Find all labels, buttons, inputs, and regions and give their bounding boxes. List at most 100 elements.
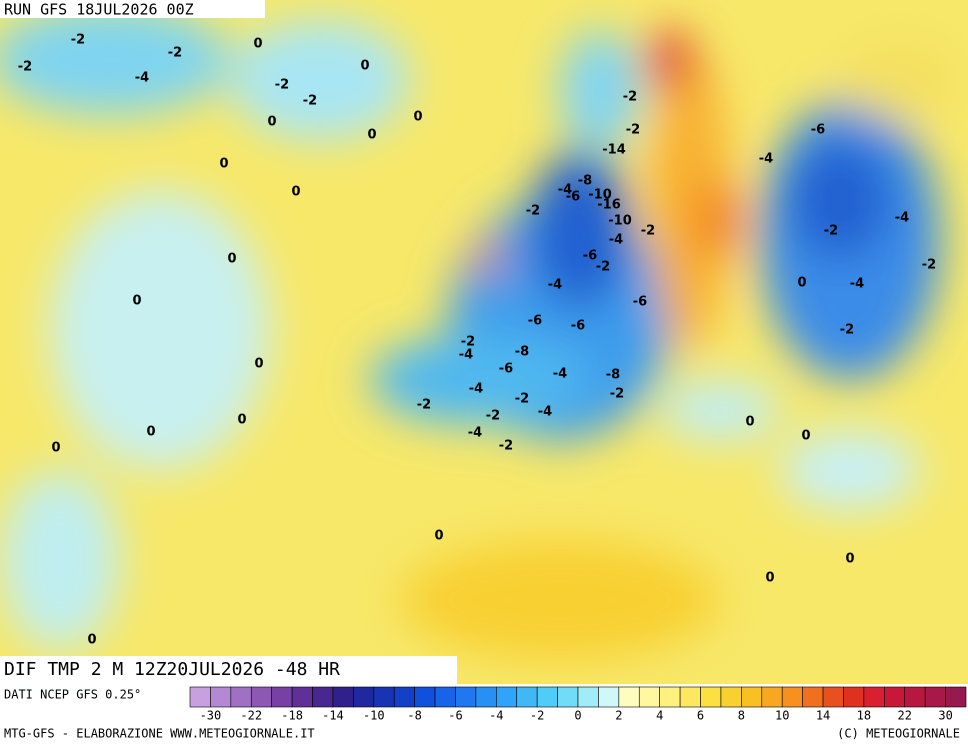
source: DATI NCEP GFS 0.25° — [4, 688, 141, 702]
contour-label: -4 — [548, 278, 562, 293]
legend-tick-label: -18 — [281, 709, 303, 723]
legend-tick-label: 2 — [615, 709, 622, 723]
contour-label: -2 — [840, 323, 854, 338]
legend-swatch — [720, 686, 742, 708]
legend-swatch — [516, 686, 538, 708]
legend-swatch — [618, 686, 640, 708]
contour-label: 0 — [291, 185, 300, 200]
legend-tick-label: -2 — [530, 709, 544, 723]
legend-swatch — [210, 686, 232, 708]
legend-tick-label: -10 — [363, 709, 385, 723]
credit-left: MTG-GFS - ELABORAZIONE WWW.METEOGIORNALE… — [4, 727, 315, 741]
contour-label: -2 — [626, 123, 640, 138]
contour-label: 0 — [146, 425, 155, 440]
legend-swatch — [475, 686, 497, 708]
map-title: DIF TMP 2 M 12Z20JUL2026 -48 HR — [4, 659, 340, 680]
contour-label: 0 — [765, 571, 774, 586]
contour-label: -10 — [588, 188, 612, 203]
legend-tick-label: -8 — [407, 709, 421, 723]
legend-tick-label: 14 — [816, 709, 830, 723]
contour-label: -2 — [168, 46, 182, 61]
legend-swatch — [557, 686, 579, 708]
legend-swatch — [496, 686, 518, 708]
legend-swatch — [700, 686, 722, 708]
contour-label: -2 — [486, 409, 500, 424]
contour-label: -14 — [602, 143, 626, 158]
legend-swatch — [373, 686, 395, 708]
legend-swatch — [863, 686, 885, 708]
contour-label: -4 — [609, 233, 623, 248]
contour-label: -2 — [499, 439, 513, 454]
contour-label: 0 — [87, 633, 96, 648]
legend-tick-label: -4 — [489, 709, 503, 723]
legend-swatch — [945, 686, 967, 708]
contour-label: 0 — [132, 294, 141, 309]
legend-tick-label: 22 — [898, 709, 912, 723]
legend-swatch — [312, 686, 334, 708]
run-header: RUN GFS 18JUL2026 00Z — [4, 1, 194, 19]
field — [0, 5, 960, 660]
legend-swatch — [271, 686, 293, 708]
contour-label: -2 — [71, 33, 85, 48]
legend-tick-label: -6 — [448, 709, 462, 723]
contour-label: -2 — [824, 224, 838, 239]
contour-label: -4 — [538, 405, 552, 420]
legend-swatch — [332, 686, 354, 708]
contour-label: -2 — [610, 387, 624, 402]
contour-label: -6 — [811, 123, 825, 138]
contour-label: 0 — [801, 429, 810, 444]
contour-label: 0 — [253, 37, 262, 52]
legend-swatch — [291, 686, 313, 708]
contour-label: -4 — [759, 152, 773, 167]
contour-label: -2 — [596, 260, 610, 275]
legend-swatch — [393, 686, 415, 708]
contour-label: -2 — [303, 94, 317, 109]
legend-swatch — [230, 686, 252, 708]
contour-label: -4 — [468, 426, 482, 441]
legend-swatch — [598, 686, 620, 708]
contour-label: -4 — [135, 71, 149, 86]
legend-swatch — [536, 686, 558, 708]
contour-label: -10 — [608, 214, 632, 229]
contour-label: -6 — [499, 362, 513, 377]
legend-swatch — [638, 686, 660, 708]
legend-tick-label: 8 — [738, 709, 745, 723]
contour-label: 0 — [219, 157, 228, 172]
legend-swatch — [781, 686, 803, 708]
contour-label: 0 — [845, 552, 854, 567]
legend-tick-label: 30 — [938, 709, 952, 723]
legend-tick-label: 4 — [656, 709, 663, 723]
legend-swatch — [659, 686, 681, 708]
contour-label: -4 — [553, 367, 567, 382]
contour-label: -16 — [597, 198, 621, 213]
contour-label: -6 — [528, 314, 542, 329]
contour-label: 0 — [51, 441, 60, 456]
legend-swatch — [904, 686, 926, 708]
contour-label: -2 — [417, 398, 431, 413]
contour-label: -2 — [526, 204, 540, 219]
contour-label: -8 — [578, 174, 592, 189]
legend-tick-label: -22 — [240, 709, 262, 723]
legend-swatch — [822, 686, 844, 708]
legend-swatch — [924, 686, 946, 708]
header-box — [0, 0, 265, 18]
contour-label: 0 — [413, 110, 422, 125]
legend-swatch — [802, 686, 824, 708]
contour-label: 0 — [237, 413, 246, 428]
legend-swatch — [414, 686, 436, 708]
contour-label: 0 — [360, 59, 369, 74]
contour-label: -6 — [566, 190, 580, 205]
contour-label: -2 — [515, 392, 529, 407]
contour-label: -8 — [515, 345, 529, 360]
title-box — [0, 656, 457, 684]
contour-label: -6 — [571, 319, 585, 334]
contour-label: -2 — [275, 78, 289, 93]
contour-label: -2 — [18, 60, 32, 75]
contour-label: -4 — [469, 382, 483, 397]
contour-label: -4 — [850, 277, 864, 292]
legend-swatch — [761, 686, 783, 708]
legend-swatch — [434, 686, 456, 708]
legend-swatch — [250, 686, 272, 708]
